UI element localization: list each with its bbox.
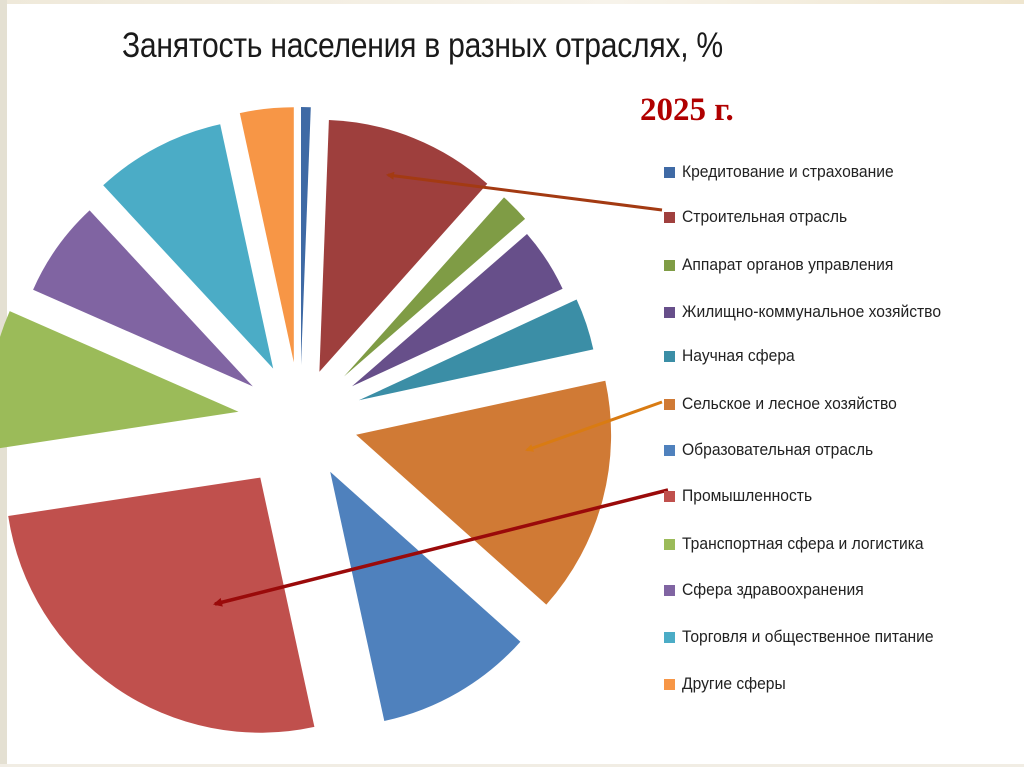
- legend-label: Аппарат органов управления: [682, 255, 894, 274]
- legend-swatch: [664, 538, 675, 550]
- legend-swatch: [664, 306, 675, 318]
- slide-bottom-border: [0, 764, 1024, 767]
- legend-label: Торговля и общественное питание: [682, 627, 934, 646]
- pie-slice: [344, 197, 526, 377]
- legend-item-construction: Строительная отрасль: [664, 207, 862, 227]
- legend-item-healthcare: Сфера здравоохранения: [664, 580, 880, 600]
- legend-label: Промышленность: [682, 486, 813, 505]
- arrow-construction: [386, 171, 663, 212]
- legend-item-education: Образовательная отрасль: [664, 440, 890, 460]
- legend-swatch: [664, 259, 675, 271]
- legend-item-industry: Промышленность: [664, 486, 823, 506]
- legend-item-agriculture: Сельское и лесное хозяйство: [664, 394, 915, 414]
- legend-label: Строительная отрасль: [682, 207, 848, 226]
- legend-swatch: [664, 444, 675, 456]
- pie-slice: [352, 234, 563, 387]
- pie-slices: [0, 107, 612, 733]
- year-label: 2025 г.: [640, 92, 734, 128]
- pie-slice: [301, 107, 311, 365]
- pie-slice: [33, 210, 253, 387]
- legend-label: Жилищно-коммунальное хозяйство: [682, 302, 942, 321]
- legend-swatch: [664, 631, 675, 643]
- pie-slice: [358, 299, 594, 401]
- legend-label: Транспортная сфера и логистика: [682, 534, 924, 553]
- legend-swatch: [664, 166, 675, 178]
- legend-swatch: [664, 211, 675, 223]
- legend-label: Другие сферы: [682, 674, 786, 693]
- legend-label: Сфера здравоохранения: [682, 580, 864, 599]
- legend-swatch: [664, 490, 675, 502]
- chart-title: Занятость населения в разных отраслях, %: [122, 26, 723, 65]
- legend-item-housing: Жилищно-коммунальное хозяйство: [664, 302, 964, 322]
- legend-label: Сельское и лесное хозяйство: [682, 394, 897, 413]
- legend-item-other: Другие сферы: [664, 674, 795, 694]
- legend-swatch: [664, 350, 675, 362]
- legend-item-government: Аппарат органов управления: [664, 255, 912, 275]
- pie-slice: [239, 107, 294, 363]
- legend-swatch: [664, 398, 675, 410]
- legend-swatch: [664, 584, 675, 596]
- pie-slice: [8, 477, 315, 733]
- legend-swatch: [664, 678, 675, 690]
- pie-slice: [330, 471, 521, 721]
- legend-label: Образовательная отрасль: [682, 440, 874, 459]
- arrow-industry: [213, 488, 669, 607]
- arrow-agriculture: [525, 400, 663, 452]
- slide-top-border: [0, 0, 1024, 4]
- pie-slice: [356, 380, 612, 605]
- legend-item-transport: Транспортная сфера и логистика: [664, 534, 945, 554]
- legend-label: Кредитование и страхование: [682, 162, 894, 181]
- pie-slice: [103, 124, 274, 369]
- legend-item-science: Научная сфера: [664, 346, 805, 366]
- legend-label: Научная сфера: [682, 346, 795, 365]
- pie-slice: [0, 311, 239, 449]
- legend-item-trade: Торговля и общественное питание: [664, 627, 955, 647]
- legend-item-credit: Кредитование и страхование: [664, 162, 912, 182]
